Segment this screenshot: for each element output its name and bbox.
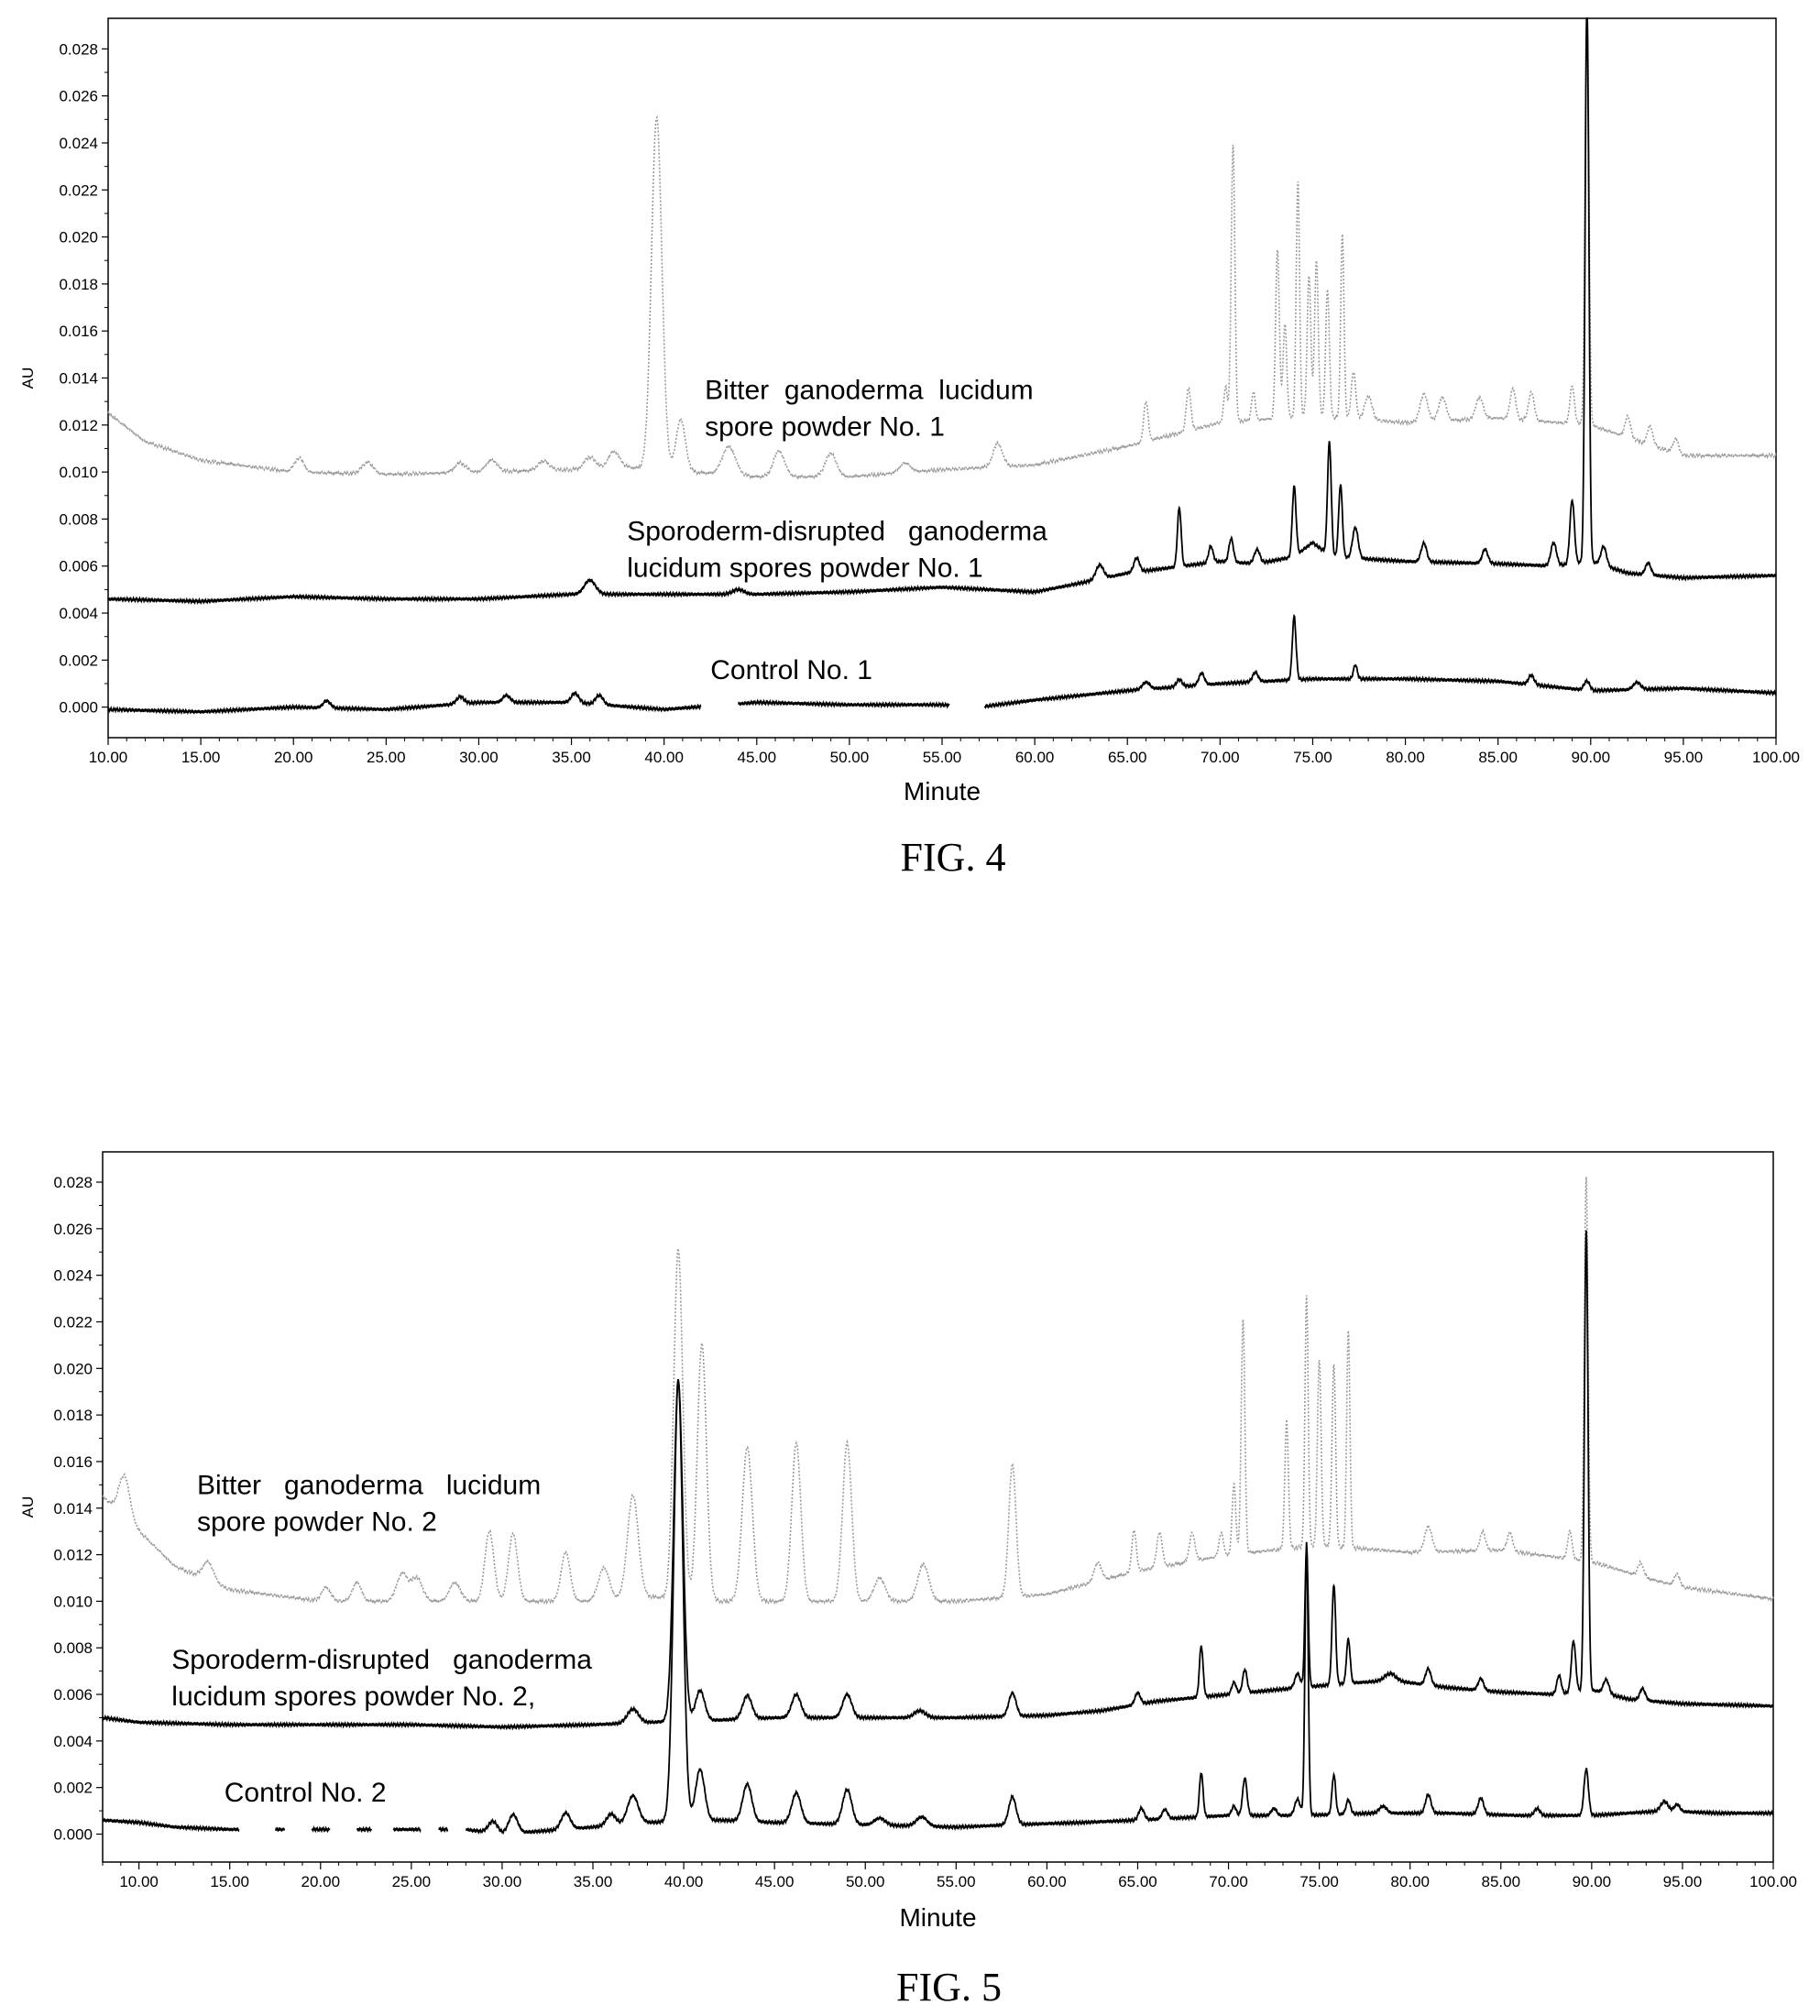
fig5-y-tick-label: 0.016 <box>53 1453 93 1471</box>
fig4-y-tick-label: 0.008 <box>59 510 98 528</box>
fig4-y-tick-label: 0.020 <box>59 229 98 247</box>
fig4-series-3-trace <box>107 613 1777 716</box>
fig4-x-tick-label: 95.00 <box>1664 749 1704 766</box>
fig5-x-tick-label: 25.00 <box>392 1873 432 1890</box>
fig4-series-annotation: Sporoderm-disrupted ganoderma <box>627 517 1047 547</box>
fig5-chart: 0.000 0.002 0.004 0.006 0.008 0.010 0.012 0.014… <box>19 1151 1797 2010</box>
fig4-x-tick-label: 35.00 <box>552 749 591 766</box>
fig4-series-2-trace <box>107 17 1777 606</box>
fig4-x-tick-label: 70.00 <box>1201 749 1240 766</box>
fig4-x-tick-label: 90.00 <box>1572 749 1611 766</box>
fig5-x-tick-label: 15.00 <box>210 1873 249 1890</box>
fig4-y-tick-label: 0.018 <box>59 276 98 293</box>
fig5-x-tick-label: 95.00 <box>1663 1873 1703 1890</box>
fig4-x-axis-label: Minute <box>904 777 981 805</box>
fig5-series-annotation: Sporoderm-disrupted ganoderma <box>171 1645 592 1675</box>
fig5-x-tick-label: 75.00 <box>1299 1873 1339 1890</box>
fig5-x-tick-label: 65.00 <box>1118 1873 1157 1890</box>
fig5-series-3-trace <box>102 1378 1774 1835</box>
fig4-x-tick-label: 30.00 <box>459 749 499 766</box>
fig5-x-tick-label: 85.00 <box>1481 1873 1520 1890</box>
fig4-x-tick-label: 45.00 <box>738 749 777 766</box>
fig5-series-annotation: Control No. 2 <box>225 1778 387 1808</box>
fig4-x-tick-label: 100.00 <box>1752 749 1800 766</box>
fig4-series-annotation: Bitter ganoderma lucidum <box>705 376 1034 406</box>
fig5-y-tick-label: 0.004 <box>53 1733 93 1750</box>
fig5-y-tick-label: 0.014 <box>53 1500 93 1517</box>
fig5-x-tick-label: 60.00 <box>1027 1873 1067 1890</box>
fig5-y-tick-label: 0.012 <box>53 1547 93 1564</box>
fig4-x-tick-label: 50.00 <box>830 749 870 766</box>
fig4-y-tick-label: 0.004 <box>59 605 98 622</box>
fig4-x-tick-label: 80.00 <box>1386 749 1425 766</box>
fig4-y-tick-label: 0.000 <box>59 699 98 717</box>
fig4-x-tick-label: 15.00 <box>181 749 221 766</box>
fig5-y-tick-label: 0.028 <box>53 1174 93 1191</box>
fig5-x-tick-label: 80.00 <box>1390 1873 1430 1890</box>
fig4-y-tick-label: 0.012 <box>59 417 98 434</box>
fig5-series-2-trace <box>102 1230 1774 1731</box>
fig5-x-axis-label: Minute <box>899 1903 976 1932</box>
fig5-x-tick-label: 30.00 <box>483 1873 522 1890</box>
fig4-y-tick-label: 0.002 <box>59 652 98 669</box>
fig5-y-tick-label: 0.010 <box>53 1593 93 1610</box>
fig4-series-annotation: Control No. 1 <box>710 655 872 685</box>
fig4-x-tick-label: 85.00 <box>1478 749 1518 766</box>
fig4-y-axis-label: AU <box>19 367 37 389</box>
fig5-y-tick-label: 0.008 <box>53 1639 93 1657</box>
fig4-y-tick-label: 0.016 <box>59 323 98 340</box>
fig4-series-annotation: lucidum spores powder No. 1 <box>627 553 983 584</box>
fig5-y-tick-label: 0.022 <box>53 1313 93 1331</box>
fig5-y-tick-label: 0.020 <box>53 1360 93 1377</box>
fig5-x-tick-label: 90.00 <box>1573 1873 1612 1890</box>
fig4-series-1-trace <box>107 17 1777 481</box>
fig4-y-tick-label: 0.006 <box>59 558 98 575</box>
fig5-x-tick-label: 10.00 <box>119 1873 159 1890</box>
fig4-x-tick-label: 65.00 <box>1108 749 1147 766</box>
fig5-series-1-trace <box>102 1177 1774 1605</box>
fig4-x-tick-label: 10.00 <box>89 749 128 766</box>
fig5-x-tick-label: 45.00 <box>755 1873 795 1890</box>
fig4-x-tick-label: 25.00 <box>367 749 406 766</box>
fig4-caption: FIG. 4 <box>901 835 1006 880</box>
fig5-y-tick-label: 0.026 <box>53 1221 93 1238</box>
fig5-y-tick-label: 0.024 <box>53 1267 93 1285</box>
fig5-y-tick-label: 0.000 <box>53 1826 93 1844</box>
fig5-x-tick-label: 40.00 <box>664 1873 704 1890</box>
fig5-x-tick-label: 70.00 <box>1209 1873 1248 1890</box>
fig5-y-axis-label: AU <box>19 1496 37 1518</box>
fig5-y-tick-label: 0.002 <box>53 1780 93 1797</box>
fig4-y-tick-label: 0.024 <box>59 135 98 152</box>
fig5-series-annotation: spore powder No. 2 <box>197 1507 437 1538</box>
fig4-y-tick-label: 0.010 <box>59 464 98 481</box>
fig4-x-tick-label: 75.00 <box>1293 749 1332 766</box>
fig5-y-tick-label: 0.006 <box>53 1686 93 1704</box>
fig5-series-annotation: Bitter ganoderma lucidum <box>197 1471 541 1501</box>
fig5-x-tick-label: 100.00 <box>1749 1873 1797 1890</box>
fig5-x-tick-label: 35.00 <box>574 1873 613 1890</box>
fig5-y-tick-label: 0.018 <box>53 1407 93 1424</box>
fig4-x-tick-label: 60.00 <box>1015 749 1055 766</box>
fig5-x-tick-label: 20.00 <box>302 1873 341 1890</box>
fig5-series-annotation: lucidum spores powder No. 2, <box>171 1682 535 1712</box>
fig4-y-tick-label: 0.014 <box>59 370 98 388</box>
fig4-y-tick-label: 0.026 <box>59 88 98 105</box>
fig4-y-tick-label: 0.022 <box>59 181 98 199</box>
fig5-caption: FIG. 5 <box>896 1965 1002 2010</box>
fig5-x-tick-label: 50.00 <box>846 1873 885 1890</box>
fig4-x-tick-label: 55.00 <box>923 749 962 766</box>
fig4-series-annotation: spore powder No. 1 <box>705 412 945 443</box>
fig4-y-tick-label: 0.028 <box>59 40 98 58</box>
fig4-x-tick-label: 40.00 <box>644 749 684 766</box>
fig4-chart: 0.000 0.002 0.004 0.006 0.008 0.010 0.012 0.014… <box>19 17 1800 880</box>
fig4-x-tick-label: 20.00 <box>274 749 313 766</box>
fig5-x-tick-label: 55.00 <box>937 1873 976 1890</box>
